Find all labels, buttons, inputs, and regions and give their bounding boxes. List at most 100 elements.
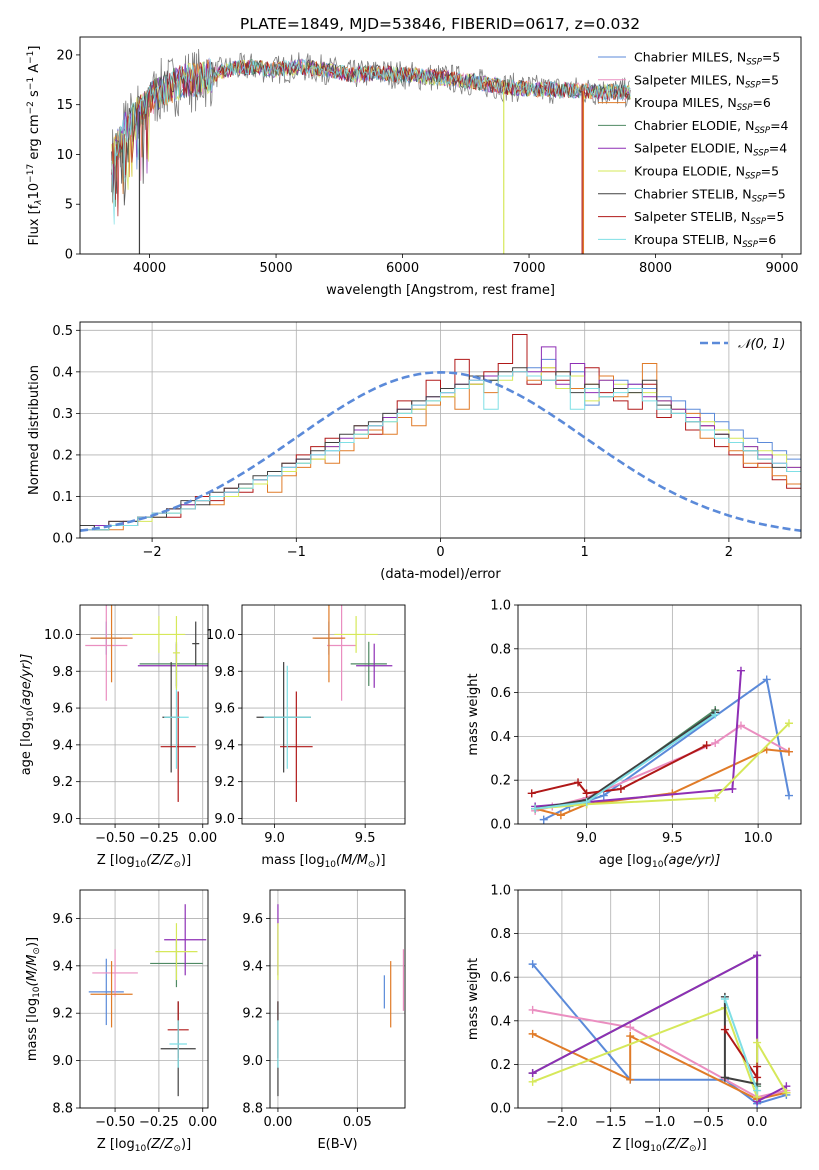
- y-tick-label: 9.8: [52, 665, 73, 680]
- y-axis-label: mass [log10(M/M⊙)]: [25, 937, 42, 1061]
- x-tick-label: −1.0: [644, 1115, 676, 1130]
- x-tick-label: 5000: [260, 261, 293, 276]
- y-tick-label: 0.0: [52, 532, 73, 547]
- weight-point-marker: [711, 793, 720, 802]
- weight-point-marker: [784, 791, 793, 800]
- y-tick-label: 1.0: [490, 599, 511, 614]
- weight-series-line: [724, 1028, 759, 1081]
- mass-vs-ebv-panel: 0.00 0.05 8.8 9.0 9.2 9.4 9.6 E(B-V): [242, 889, 406, 1152]
- x-axis-label: age [log10(age/yr)]: [599, 853, 721, 870]
- y-tick-label: 9.4: [52, 959, 73, 974]
- plot-frame: [269, 889, 406, 1109]
- x-tick-label: −0.25: [139, 1115, 179, 1130]
- x-tick-label: 1: [581, 545, 589, 560]
- y-tick-label: 5: [65, 198, 73, 213]
- x-tick-label: −2.0: [546, 1115, 578, 1130]
- histogram-series: [80, 334, 801, 532]
- x-tick-label: 8000: [639, 261, 672, 276]
- weight-point-marker: [582, 789, 591, 798]
- weight-series-line: [531, 744, 708, 795]
- weight-point-marker: [528, 1077, 537, 1086]
- weight-point-marker: [626, 1032, 635, 1041]
- plot-frame: [241, 604, 406, 825]
- y-tick-label: 9.8: [214, 665, 235, 680]
- y-tick-label: 10: [56, 148, 73, 163]
- weight-point-marker: [574, 778, 583, 787]
- y-tick-label: 10.0: [206, 628, 235, 643]
- figure-title: PLATE=1849, MJD=53846, FIBERID=0617, z=0…: [240, 15, 640, 33]
- x-tick-label: 7000: [512, 261, 545, 276]
- spectrum-legend: Chabrier MILES, NSSP=5 Salpeter MILES, NS…: [598, 50, 789, 250]
- y-tick-label: 9.6: [214, 702, 235, 717]
- y-tick-label: 9.0: [214, 812, 235, 827]
- x-tick-label: −0.25: [139, 831, 179, 846]
- y-tick-label: 0.8: [490, 642, 511, 657]
- x-axis-label: Z [log10(Z/Z⊙)]: [97, 853, 191, 870]
- y-tick-label: 0.4: [52, 365, 73, 380]
- weight-series-line: [532, 953, 787, 1104]
- legend-entry: Chabrier STELIB, NSSP=5: [634, 186, 786, 204]
- y-tick-label: 0.4: [490, 1014, 511, 1029]
- y-tick-label: 15: [56, 98, 73, 113]
- x-tick-label: −2: [143, 545, 162, 560]
- x-tick-label: 9.0: [576, 831, 597, 846]
- x-tick-label: 0.00: [188, 831, 217, 846]
- y-tick-label: 9.4: [52, 738, 73, 753]
- weight-point-marker: [626, 1023, 635, 1032]
- error-bar-points: [85, 605, 208, 802]
- x-tick-label: 9000: [765, 261, 798, 276]
- weight-point-marker: [527, 789, 536, 798]
- residuals-panel: −2 −1 0 1 2 0.0 0.1 0.2 0.3 0.4 0.5 𝒩(0, 1) (data-mo…: [27, 321, 802, 582]
- weight-point-marker: [711, 710, 720, 719]
- y-tick-label: 9.2: [52, 775, 73, 790]
- weight-point-marker: [762, 675, 771, 684]
- x-tick-label: 9.5: [355, 831, 376, 846]
- weight-series-line: [535, 722, 790, 810]
- error-bar-points: [88, 904, 207, 1097]
- weight-point-marker: [753, 1038, 762, 1047]
- x-axis-label: mass [log10(M/M⊙)]: [261, 853, 385, 870]
- y-tick-label: 9.2: [242, 1007, 263, 1022]
- y-tick-label: 0.2: [490, 774, 511, 789]
- legend-entry: Chabrier ELODIE, NSSP=4: [634, 118, 789, 136]
- weight-point-marker: [784, 719, 793, 728]
- spectrum-lines: [111, 48, 631, 254]
- x-tick-label: 2: [725, 545, 733, 560]
- model-spectrum-line: [111, 58, 631, 225]
- weight-point-marker: [702, 741, 711, 750]
- y-tick-label: 9.2: [52, 1007, 73, 1022]
- plot-frame: [79, 604, 209, 825]
- y-tick-label: 0.4: [490, 730, 511, 745]
- weight-point-marker: [528, 1069, 537, 1078]
- error-bar-points: [256, 605, 393, 802]
- weight-series-line: [723, 998, 759, 1091]
- x-tick-label: 0.00: [263, 1115, 292, 1130]
- y-tick-label: 0.3: [52, 407, 73, 422]
- weight-point-marker: [626, 1075, 635, 1084]
- x-axis-label: (data-model)/error: [380, 567, 501, 582]
- y-tick-label: 0.2: [490, 1058, 511, 1073]
- weight-point-marker: [528, 1029, 537, 1038]
- y-axis-label: age [log10(age/yr)]: [19, 654, 36, 776]
- y-tick-label: 0.8: [490, 927, 511, 942]
- weight-point-marker: [616, 784, 625, 793]
- weight-point-marker: [599, 791, 608, 800]
- gaussian-reference-line: [80, 370, 801, 532]
- y-tick-label: 9.0: [52, 1054, 73, 1069]
- y-tick-label: 0.6: [490, 971, 511, 986]
- y-tick-label: 9.2: [214, 775, 235, 790]
- x-tick-label: −0.5: [693, 1115, 725, 1130]
- weight-point-marker: [720, 995, 729, 1003]
- x-tick-label: −1.5: [595, 1115, 627, 1130]
- legend-entry: Salpeter ELODIE, NSSP=4: [634, 141, 787, 159]
- weight-point-marker: [528, 1005, 537, 1014]
- y-tick-label: 9.0: [52, 812, 73, 827]
- y-axis-label: mass weight: [466, 673, 481, 755]
- y-tick-label: 9.4: [214, 738, 235, 753]
- y-tick-label: 0.5: [52, 324, 73, 339]
- weight-point-marker: [720, 1073, 729, 1082]
- x-axis-label: Z [log10(Z/Z⊙)]: [97, 1137, 191, 1154]
- weight-point-marker: [556, 811, 565, 820]
- x-tick-label: −0.50: [95, 1115, 135, 1130]
